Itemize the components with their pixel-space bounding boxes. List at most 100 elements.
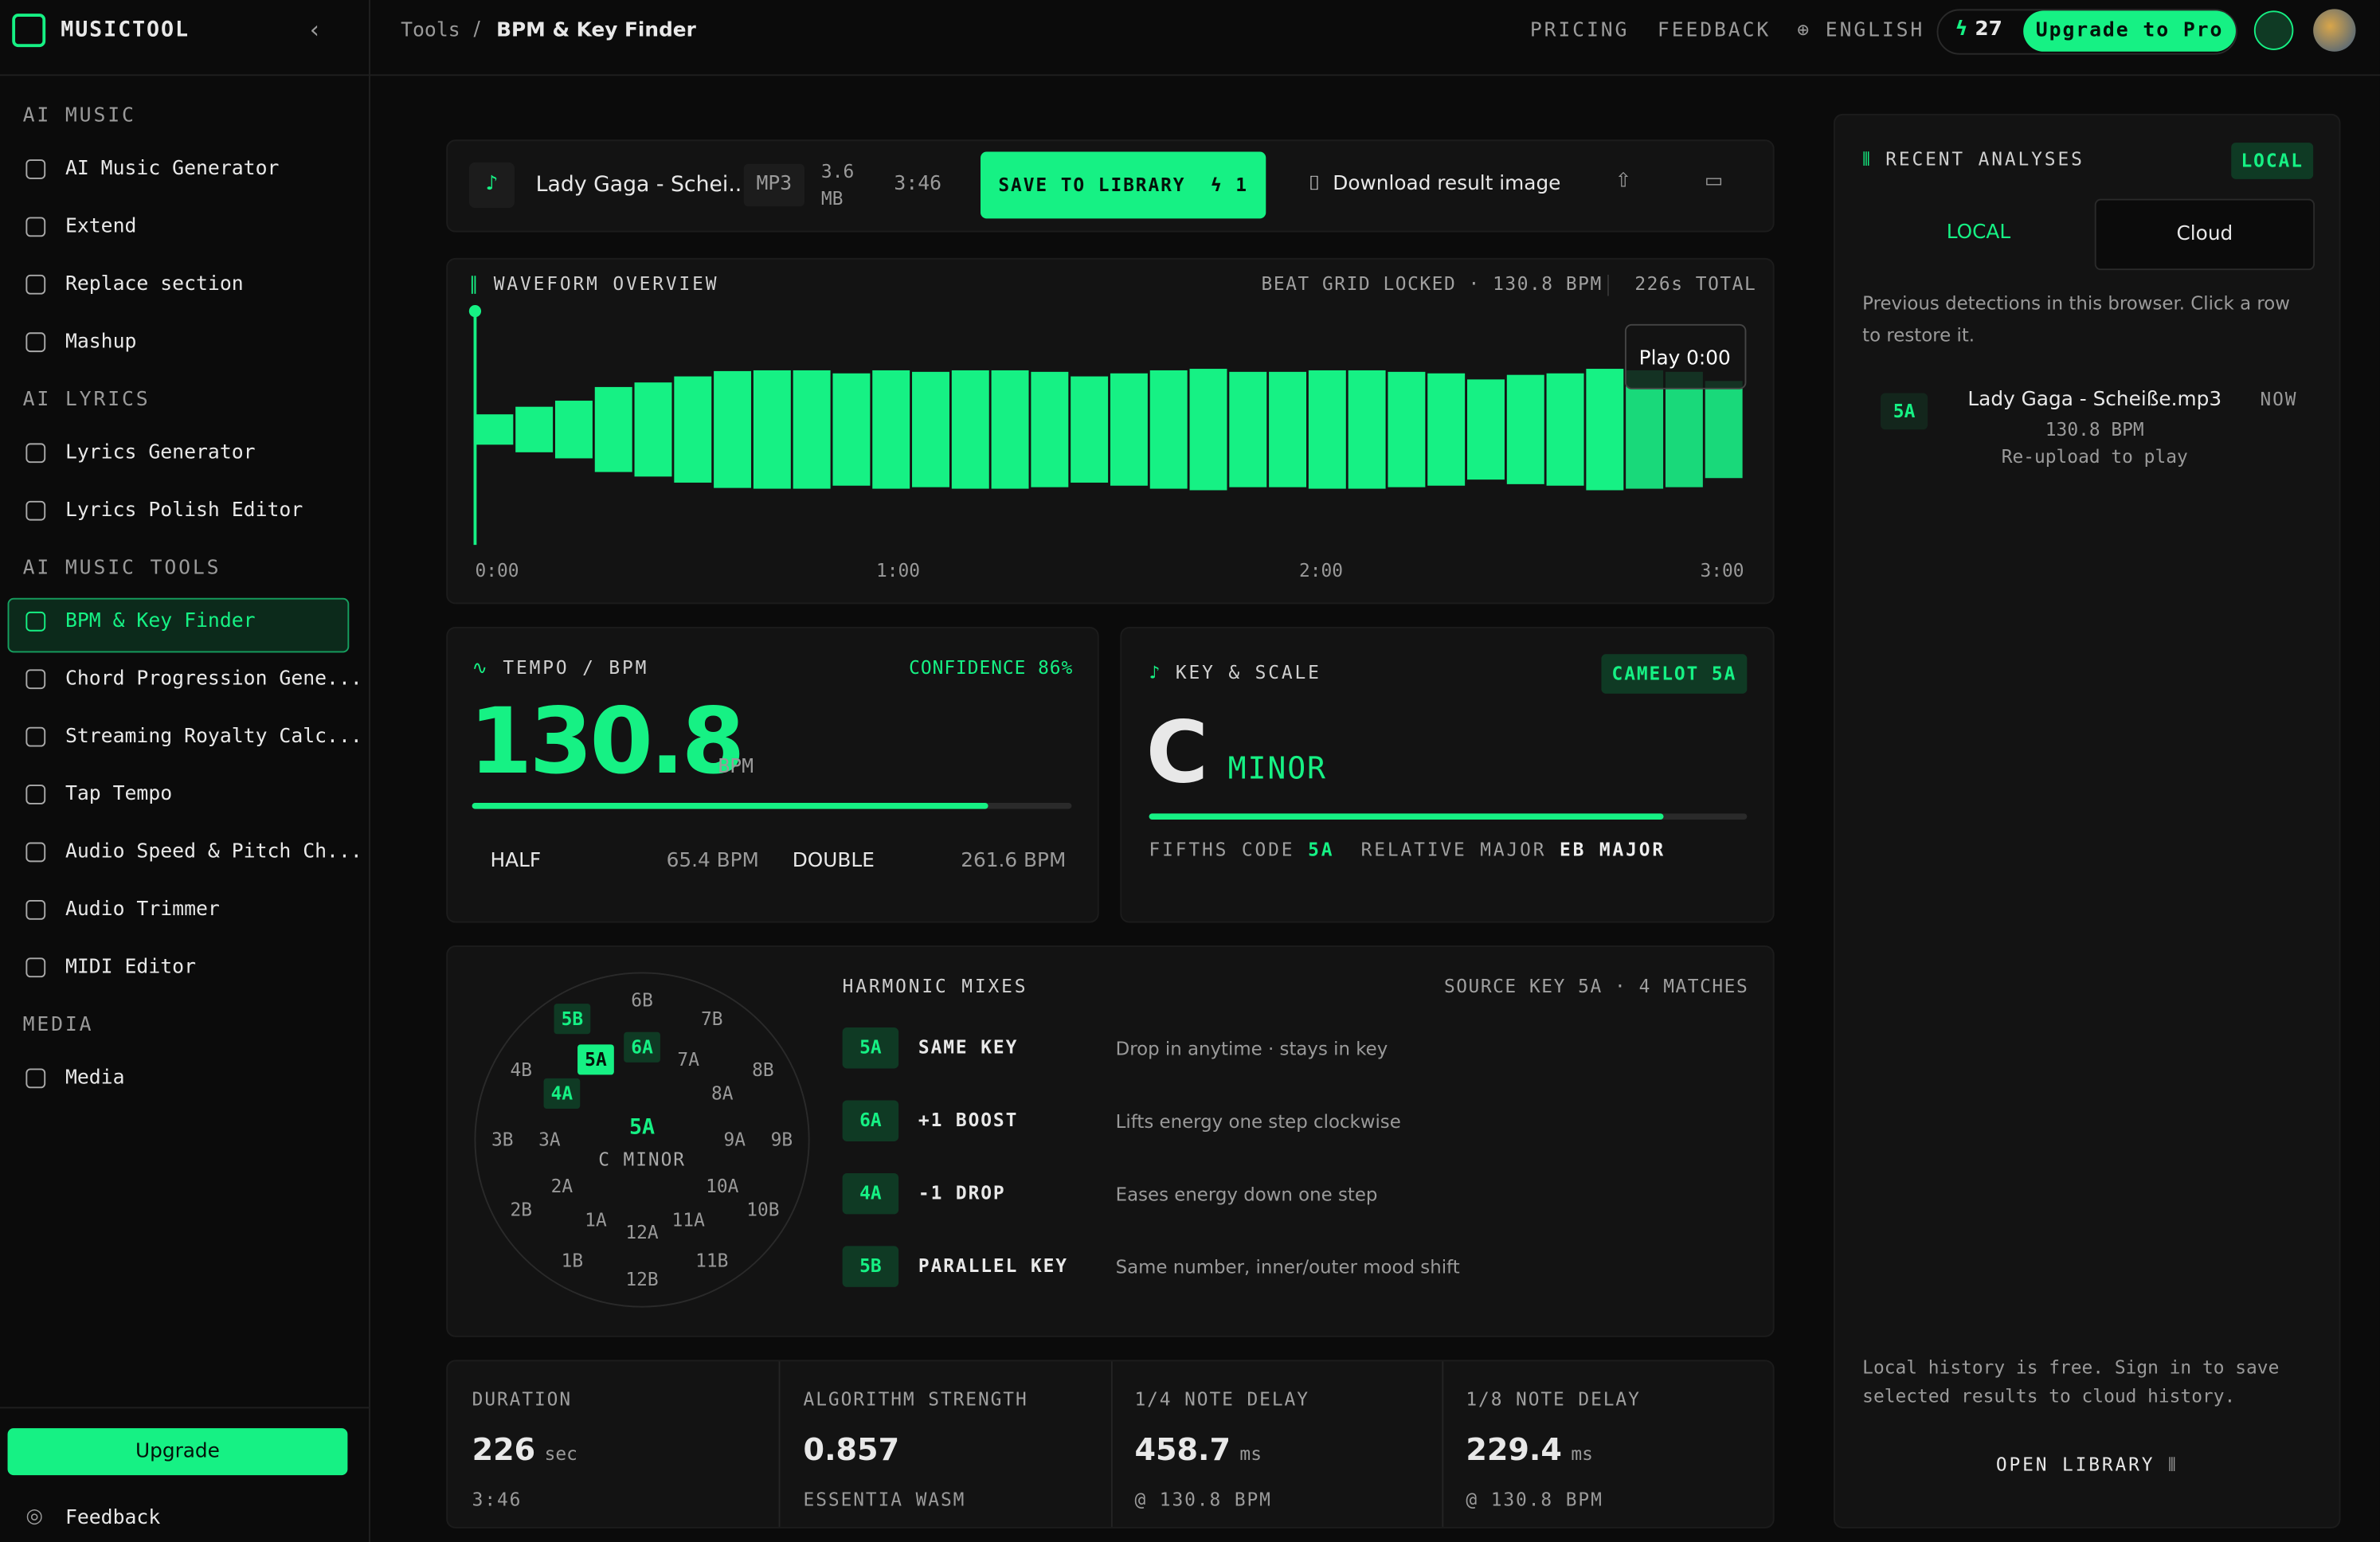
- mix-key[interactable]: 4A: [842, 1172, 899, 1215]
- recent-key[interactable]: 5A: [1881, 393, 1928, 430]
- download-button[interactable]: ⌷ Download result image: [1309, 173, 1561, 196]
- divider: [779, 1361, 781, 1527]
- file-duration: 3:46: [894, 173, 942, 196]
- nav-link[interactable]: PRICING: [1529, 19, 1630, 43]
- breadcrumb[interactable]: Tools: [401, 19, 460, 43]
- brand[interactable]: MUSICTOOL: [61, 18, 190, 43]
- mix-key[interactable]: 5B: [842, 1246, 899, 1287]
- key-fill: [1149, 813, 1664, 820]
- nav-item[interactable]: Audio Speed & Pitch Ch...: [65, 840, 362, 864]
- nav-item[interactable]: Streaming Royalty Calc...: [65, 725, 362, 749]
- tab-cloud[interactable]: Cloud: [2094, 198, 2315, 271]
- nav-item[interactable]: Mashup: [65, 331, 137, 354]
- nav-item[interactable]: AI Music Generator: [65, 158, 280, 181]
- section-title: AI MUSIC TOOLS: [22, 557, 221, 580]
- wheel-highlight: [543, 1078, 581, 1109]
- stat-label: 1/8 NOTE DELAY: [1466, 1388, 1641, 1411]
- nav-item[interactable]: BPM & Key Finder: [65, 610, 256, 633]
- nav-item[interactable]: Replace section: [65, 272, 244, 296]
- nav-icon: [25, 669, 46, 690]
- nav-item[interactable]: Lyrics Generator: [65, 441, 256, 465]
- divider: [0, 74, 370, 76]
- mix-name: +1 BOOST: [918, 1109, 1019, 1131]
- nav-icon: [25, 611, 46, 632]
- key-note: C: [1145, 704, 1209, 804]
- wheel-key: 9A: [724, 1130, 746, 1151]
- nav-icon: [25, 443, 46, 464]
- divider: [1441, 1361, 1443, 1527]
- recent-bpm: 130.8 BPM: [2045, 418, 2144, 440]
- double-label: DOUBLE: [792, 850, 875, 873]
- nav-item[interactable]: Chord Progression Gene...: [65, 667, 362, 691]
- recent-note: Re-upload to play: [2001, 446, 2188, 468]
- tab-local[interactable]: LOCAL: [1946, 221, 2011, 245]
- wheel-key: 5B: [562, 1009, 584, 1030]
- nav-icon: [25, 274, 46, 295]
- nav-icon: [25, 842, 46, 863]
- key-panel: ♪ KEY & SCALE CAMELOT 5A C MINOR FIFTHS …: [1120, 626, 1775, 923]
- wave-bar: [1626, 370, 1664, 489]
- save-button[interactable]: SAVE TO LIBRARY ϟ 1: [981, 151, 1266, 219]
- nav-icon: [25, 217, 46, 237]
- recent-name[interactable]: Lady Gaga - Scheiße.mp3: [1967, 388, 2222, 412]
- file-icon: ♪: [468, 162, 515, 209]
- mix-key[interactable]: 5A: [842, 1027, 899, 1069]
- wheel-key: 11A: [672, 1210, 706, 1231]
- nav-item[interactable]: Tap Tempo: [65, 783, 173, 806]
- feedback[interactable]: Feedback: [65, 1507, 161, 1530]
- wave-bar: [912, 371, 949, 487]
- harmonic-source: SOURCE KEY 5A · 4 MATCHES: [1443, 976, 1749, 997]
- wave-bar: [1506, 374, 1544, 484]
- wave-bar: [1348, 370, 1386, 489]
- globe: ⊕: [1797, 19, 1812, 43]
- stat-unit: sec: [544, 1443, 577, 1465]
- waveform-title: ∥ WAVEFORM OVERVIEW: [469, 273, 719, 295]
- waveform-total: 226s TOTAL: [1634, 272, 1757, 295]
- save-label: SAVE TO LIBRARY: [998, 174, 1186, 196]
- nav-icon: [25, 726, 46, 747]
- wave-bar: [1110, 373, 1148, 486]
- mix-desc: Eases energy down one step: [1115, 1184, 1378, 1205]
- open-library[interactable]: OPEN LIBRARY ⫴: [1835, 1454, 2339, 1477]
- tooltip-text: Play 0:00: [1639, 346, 1731, 369]
- wave-bar: [1546, 373, 1584, 486]
- wheel-key: 10B: [746, 1200, 779, 1220]
- share-button[interactable]: ⇧: [1615, 170, 1632, 193]
- collapse[interactable]: ‹: [309, 15, 319, 45]
- upgrade-pro[interactable]: Upgrade to Pro: [2023, 10, 2236, 52]
- stat-sub: @ 130.8 BPM: [1466, 1489, 1603, 1510]
- local-badge: LOCAL: [2231, 143, 2314, 179]
- waveform-title-text: WAVEFORM OVERVIEW: [493, 272, 719, 295]
- nav-item[interactable]: MIDI Editor: [65, 956, 197, 980]
- wave-bar: [714, 370, 752, 488]
- nav-link[interactable]: FEEDBACK: [1657, 19, 1771, 43]
- nav-item[interactable]: Extend: [65, 215, 137, 239]
- wave-bar: [1229, 371, 1267, 487]
- wave-bar: [1031, 371, 1069, 487]
- nav-item[interactable]: Audio Trimmer: [65, 898, 220, 922]
- file-name: Lady Gaga - Schei...: [535, 173, 749, 198]
- wheel-center-name: C MINOR: [598, 1149, 686, 1170]
- credits[interactable]: ϟ 27: [1955, 18, 2002, 41]
- bolt: ϟ: [1955, 18, 1968, 41]
- tooltip: [1624, 323, 1747, 389]
- nav-item[interactable]: Lyrics Polish Editor: [65, 499, 303, 522]
- mix-name: SAME KEY: [918, 1036, 1019, 1059]
- waveform-status: BEAT GRID LOCKED · 130.8 BPM: [1261, 272, 1603, 295]
- key-title: ♪ KEY & SCALE: [1149, 662, 1321, 683]
- wheel-key: 4B: [510, 1060, 532, 1081]
- folder-button[interactable]: ▭: [1705, 170, 1724, 193]
- avatar[interactable]: [2313, 9, 2356, 52]
- upgrade-button[interactable]: Upgrade: [7, 1428, 348, 1476]
- confidence: CONFIDENCE 86%: [909, 657, 1074, 679]
- mix-key[interactable]: 6A: [842, 1100, 899, 1141]
- calendar-button[interactable]: [2253, 10, 2294, 50]
- language[interactable]: ⊕ ENGLISH: [1797, 20, 1924, 43]
- stat-value: 229.4 ms: [1466, 1431, 1593, 1468]
- nav-icon: [25, 332, 46, 353]
- wave-bar: [1467, 379, 1505, 480]
- waveform[interactable]: Play 0:00 0:00 1:00 2:00 3:00: [448, 260, 1773, 603]
- upgrade-pro-label: Upgrade to Pro: [2035, 19, 2224, 43]
- nav-item[interactable]: Media: [65, 1066, 125, 1090]
